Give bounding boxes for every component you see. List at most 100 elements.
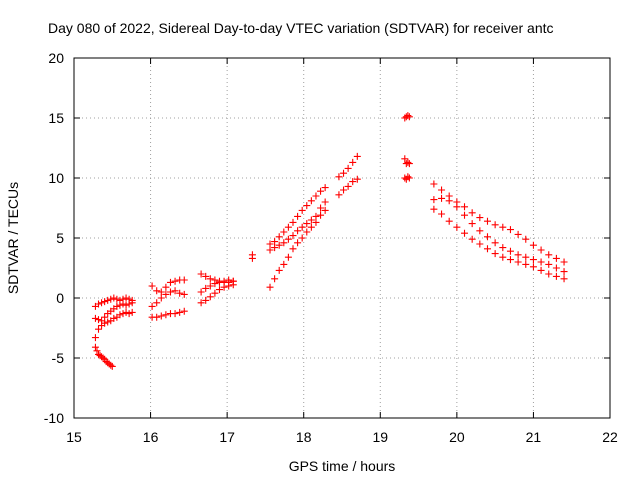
data-point	[499, 244, 507, 252]
data-point	[171, 287, 179, 295]
data-series	[430, 194, 568, 276]
data-point	[93, 347, 101, 355]
data-point	[119, 310, 127, 318]
data-point	[529, 263, 537, 271]
data-point	[275, 266, 283, 274]
data-point	[225, 278, 233, 286]
data-point	[349, 158, 357, 166]
data-point	[91, 343, 99, 351]
data-series	[197, 270, 237, 286]
data-point	[552, 272, 560, 280]
data-point	[506, 256, 514, 264]
data-point	[499, 253, 507, 261]
data-point	[289, 218, 297, 226]
data-point	[317, 187, 325, 195]
data-point	[312, 192, 320, 200]
data-point	[537, 246, 545, 254]
data-point	[266, 283, 274, 291]
x-axis-label: GPS time / hours	[289, 458, 396, 474]
data-point	[312, 218, 320, 226]
data-point	[153, 299, 161, 307]
data-point	[104, 318, 112, 326]
data-point	[153, 313, 161, 321]
data-point	[98, 317, 106, 325]
data-point	[317, 204, 325, 212]
data-point	[491, 239, 499, 247]
data-point	[197, 299, 205, 307]
data-point	[166, 288, 174, 296]
data-point	[294, 212, 302, 220]
data-series	[401, 112, 413, 183]
data-point	[284, 253, 292, 261]
data-point	[522, 253, 530, 261]
data-point	[197, 288, 205, 296]
data-point	[317, 211, 325, 219]
x-tick-labels: 15 16 17 18 19 20 21 22	[66, 429, 618, 445]
data-point	[101, 313, 109, 321]
x-tick-label: 16	[143, 429, 159, 445]
data-point	[404, 173, 412, 181]
data-series	[266, 198, 329, 254]
data-point	[430, 205, 438, 213]
data-point	[405, 174, 413, 182]
data-point	[176, 308, 184, 316]
data-point	[438, 186, 446, 194]
data-point	[98, 299, 106, 307]
data-point	[248, 251, 256, 259]
data-point	[125, 295, 133, 303]
data-point	[353, 152, 361, 160]
plot-frame	[73, 57, 611, 419]
data-point	[298, 223, 306, 231]
data-point	[506, 226, 514, 234]
data-series	[248, 251, 256, 262]
data-point	[552, 264, 560, 272]
data-point	[468, 220, 476, 228]
data-point	[353, 175, 361, 183]
data-point	[461, 211, 469, 219]
x-tick-label: 20	[449, 429, 465, 445]
data-point	[122, 301, 130, 309]
data-series	[266, 206, 329, 291]
data-point	[537, 258, 545, 266]
data-point	[404, 112, 412, 120]
data-point	[405, 160, 413, 168]
data-series	[91, 308, 136, 342]
data-point	[215, 277, 223, 285]
data-series	[148, 307, 188, 321]
data-point	[340, 186, 348, 194]
data-point	[552, 254, 560, 262]
data-point	[430, 196, 438, 204]
data-point	[522, 235, 530, 243]
data-point	[499, 223, 507, 231]
data-point	[560, 268, 568, 276]
data-point	[491, 221, 499, 229]
data-point	[107, 361, 115, 369]
data-point	[280, 228, 288, 236]
chart-title: Day 080 of 2022, Sidereal Day-to-day VTE…	[48, 20, 554, 36]
x-tick-label: 19	[372, 429, 388, 445]
data-point	[122, 294, 130, 302]
data-point	[197, 270, 205, 278]
data-point	[349, 178, 357, 186]
data-point	[476, 227, 484, 235]
data-point	[522, 260, 530, 268]
data-point	[157, 294, 165, 302]
data-series	[148, 287, 188, 310]
x-tick-label: 22	[602, 429, 618, 445]
y-tick-label: 10	[48, 170, 64, 186]
data-point	[453, 203, 461, 211]
data-point	[483, 233, 491, 241]
data-point	[202, 284, 210, 292]
grid	[74, 58, 610, 418]
x-tick-label: 15	[66, 429, 82, 445]
data-point	[529, 256, 537, 264]
data-point	[514, 258, 522, 266]
data-point	[335, 173, 343, 181]
data-point	[438, 210, 446, 218]
y-tick-label: 15	[48, 110, 64, 126]
data-point	[110, 314, 118, 322]
data-point	[483, 245, 491, 253]
data-series	[266, 184, 329, 248]
data-point	[128, 296, 136, 304]
data-point	[284, 235, 292, 243]
